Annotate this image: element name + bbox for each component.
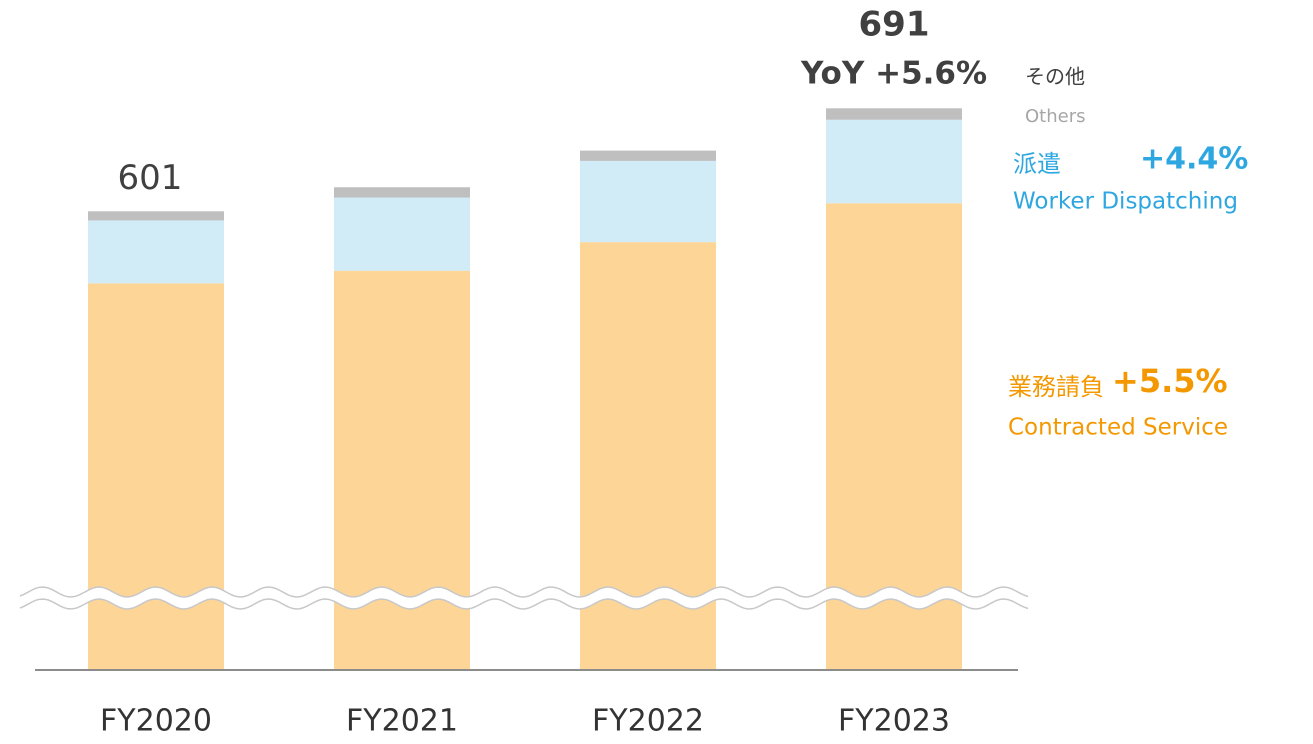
bar-segment <box>334 187 470 198</box>
bar-segment <box>334 197 470 271</box>
legend-growth: +5.5% <box>1112 362 1228 400</box>
total-label: 691 <box>859 5 930 45</box>
break-line <box>19 598 1029 610</box>
x-tick-label: FY2021 <box>346 704 458 739</box>
bar-segment <box>580 160 716 243</box>
yoy-label: YoY +5.6% <box>800 56 987 92</box>
legend-label-ja: その他 <box>1025 65 1085 89</box>
break-line <box>19 586 1029 598</box>
x-tick-label: FY2023 <box>838 704 950 739</box>
bar-segment <box>88 283 224 670</box>
bar-segment <box>334 270 470 670</box>
bar-segment <box>88 220 224 284</box>
total-label: 601 <box>118 158 183 198</box>
legend-label-ja: 派遣 <box>1013 150 1061 178</box>
x-tick-label: FY2022 <box>592 704 704 739</box>
legend-growth: +4.4% <box>1140 142 1248 177</box>
bars <box>88 108 962 671</box>
bar-segment <box>580 150 716 161</box>
legend-label: Contracted Service <box>1008 415 1228 441</box>
legend-label: Others <box>1025 106 1086 127</box>
bar-segment <box>88 211 224 221</box>
bar-segment <box>826 119 962 204</box>
bar-segment <box>826 108 962 120</box>
break-band <box>20 587 1028 609</box>
legend-label: Worker Dispatching <box>1013 189 1238 215</box>
axis-break <box>19 586 1029 610</box>
x-tick-label: FY2020 <box>100 704 212 739</box>
legend-label-ja: 業務請負 <box>1008 373 1104 401</box>
